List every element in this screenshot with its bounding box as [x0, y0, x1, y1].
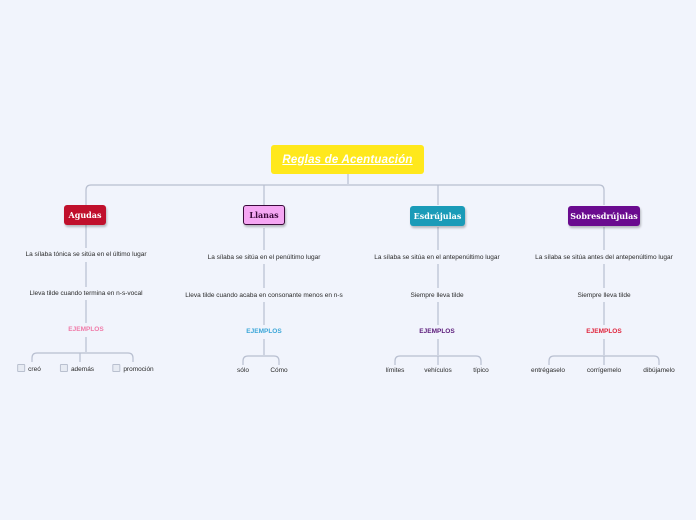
llanas-example-1[interactable]: sólo [237, 367, 249, 374]
checkbox-icon[interactable] [59, 364, 68, 372]
sobresdrujulas-example-3[interactable]: dibújamelo [643, 367, 675, 374]
agudas-detail[interactable]: Lleva tilde cuando termina en n-s-vocal [29, 290, 143, 297]
esdrujulas-examples-label[interactable]: EJEMPLOS [419, 328, 455, 335]
agudas-example-3[interactable]: promoción [112, 364, 154, 373]
agudas-example-1[interactable]: creó [17, 364, 41, 373]
esdrujulas-rule[interactable]: La sílaba se sitúa en el antepenúltimo l… [374, 254, 500, 261]
sobresdrujulas-examples-label[interactable]: EJEMPLOS [586, 328, 622, 335]
llanas-rule[interactable]: La sílaba se sitúa en el penúltimo lugar [207, 254, 321, 261]
llanas-detail[interactable]: Lleva tilde cuando acaba en consonante m… [185, 292, 343, 299]
topic-sobresdrujulas[interactable]: Sobresdrújulas [568, 206, 640, 226]
root-topic[interactable]: Reglas de Acentuación [271, 145, 424, 174]
topic-agudas[interactable]: Agudas [64, 205, 106, 225]
topic-llanas[interactable]: Llanas [243, 205, 285, 225]
topic-esdrujulas[interactable]: Esdrújulas [410, 206, 465, 226]
agudas-examples-label[interactable]: EJEMPLOS [68, 326, 104, 333]
llanas-examples-label[interactable]: EJEMPLOS [246, 328, 282, 335]
sobresdrujulas-example-1[interactable]: entrégaselo [531, 367, 565, 374]
llanas-example-2[interactable]: Cómo [270, 367, 288, 374]
checkbox-icon[interactable] [112, 364, 121, 372]
esdrujulas-detail[interactable]: Siempre lleva tilde [410, 292, 464, 299]
sobresdrujulas-rule[interactable]: La sílaba se sitúa antes del antepenúlti… [535, 254, 673, 261]
sobresdrujulas-example-2[interactable]: corrígemelo [586, 367, 622, 374]
agudas-rule[interactable]: La sílaba tónica se sitúa en el último l… [25, 251, 147, 258]
checkbox-icon[interactable] [17, 364, 26, 372]
esdrujulas-example-1[interactable]: límites [385, 367, 405, 374]
agudas-example-2[interactable]: además [59, 364, 94, 373]
esdrujulas-example-3[interactable]: típico [473, 367, 489, 374]
esdrujulas-example-2[interactable]: vehículos [424, 367, 452, 374]
sobresdrujulas-detail[interactable]: Siempre lleva tilde [577, 292, 631, 299]
